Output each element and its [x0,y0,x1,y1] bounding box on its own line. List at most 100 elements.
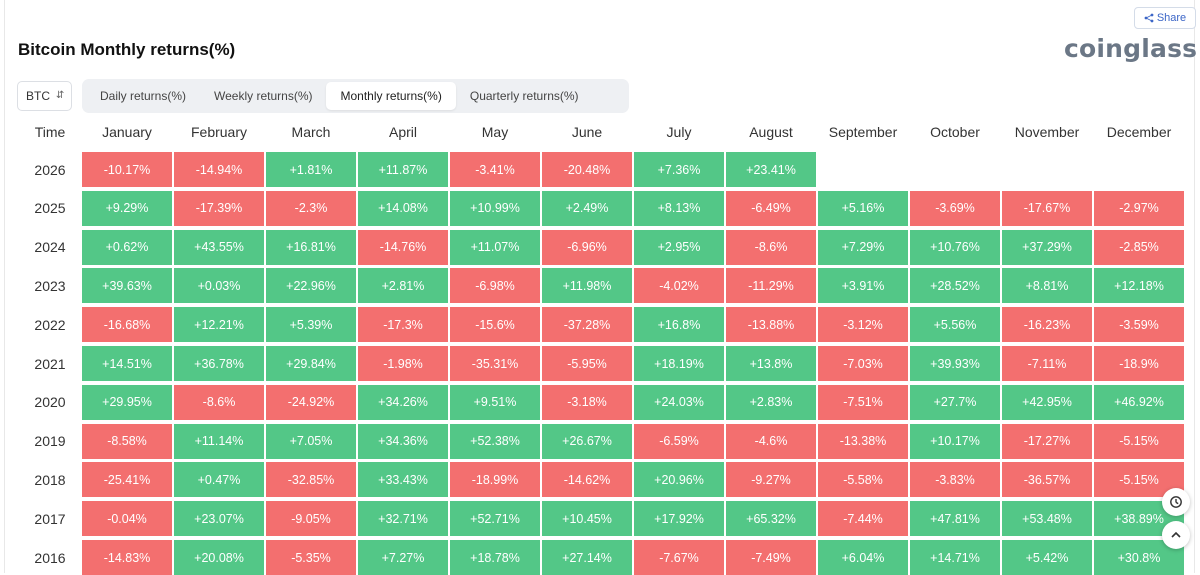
heatmap-cell: -14.62% [542,462,632,498]
heatmap-cell: +17.92% [634,501,724,537]
heatmap-cell: +5.16% [818,190,908,226]
heatmap-cell: -4.6% [726,423,816,459]
row-year-label: 2026 [34,161,66,178]
heatmap-cell: -10.17% [82,152,172,187]
heatmap-cell: -18.99% [450,462,540,498]
heatmap-cell: -4.02% [634,268,724,304]
heatmap-cell: +8.81% [1002,268,1092,304]
column-header-july: July [666,124,692,140]
history-icon [1170,496,1182,508]
heatmap-cell: -0.04% [82,501,172,537]
heatmap-cell: -18.9% [1094,346,1184,381]
tab-daily-returns[interactable]: Daily returns(%) [100,89,187,103]
heatmap-cell: +7.29% [818,229,908,265]
heatmap-cell: -36.57% [1002,462,1092,498]
heatmap-cell: +2.49% [542,190,632,226]
column-header-may: May [481,124,509,140]
column-header-september: September [828,124,898,140]
row-year-label: 2023 [34,277,66,294]
heatmap-cell: -16.68% [82,307,172,343]
heatmap-cell: +7.36% [634,152,724,187]
heatmap-cell: -7.67% [634,540,724,575]
heatmap-cell: +22.96% [266,268,356,304]
heatmap-cell: +10.76% [910,229,1000,265]
tab-monthly-returns[interactable]: Monthly returns(%) [326,82,456,110]
heatmap-cell: +34.26% [358,384,448,420]
row-year-label: 2025 [34,200,66,217]
share-icon [1144,13,1154,23]
column-header-december: December [1106,124,1172,140]
scroll-top-button[interactable] [1162,521,1190,549]
heatmap-cell: +52.38% [450,423,540,459]
heatmap-cell: +27.14% [542,540,632,575]
row-year-label: 2024 [34,239,66,256]
heatmap-cell: -5.35% [266,540,356,575]
heatmap-cell: -24.92% [266,384,356,420]
chart-card: Share [4,0,1196,573]
heatmap-cell: -16.23% [1002,307,1092,343]
heatmap-cell: +23.41% [726,152,816,187]
heatmap-cell: +2.83% [726,384,816,420]
coin-select-value: BTC [26,89,50,103]
tab-quarterly-returns[interactable]: Quarterly returns(%) [469,89,579,103]
heatmap-cell: -6.59% [634,423,724,459]
heatmap-cell: +7.27% [358,540,448,575]
history-button[interactable] [1162,488,1190,516]
heatmap-cell: -5.95% [542,346,632,381]
chevron-up-icon [1171,531,1181,538]
heatmap-cell: +11.87% [358,152,448,187]
heatmap-cell: +46.92% [1094,384,1184,420]
tab-weekly-returns[interactable]: Weekly returns(%) [214,89,313,103]
heatmap-cell: -6.98% [450,268,540,304]
heatmap-cell: -13.38% [818,423,908,459]
heatmap-cell: -37.28% [542,307,632,343]
heatmap-cell: +11.07% [450,229,540,265]
heatmap-cell: -11.29% [726,268,816,304]
heatmap-cell: +37.29% [1002,229,1092,265]
heatmap-cell: -8.58% [82,423,172,459]
column-header-time: Time [34,124,66,140]
row-year-label: 2022 [34,316,66,333]
column-header-august: August [749,124,793,140]
heatmap-cell: +13.8% [726,346,816,381]
heatmap-cell: +36.78% [174,346,264,381]
heatmap-cell: +1.81% [266,152,356,187]
heatmap-cell: +11.14% [174,423,264,459]
heatmap-cell: +2.81% [358,268,448,304]
heatmap-cell: -9.27% [726,462,816,498]
heatmap-cell: -2.3% [266,190,356,226]
row-year-label: 2020 [34,394,66,411]
heatmap-cell: -15.6% [450,307,540,343]
row-year-label: 2019 [34,433,66,450]
heatmap-cell: -3.18% [542,384,632,420]
heatmap-cell: -14.94% [174,152,264,187]
share-button[interactable]: Share [1134,7,1196,29]
heatmap-cell: -3.41% [450,152,540,187]
heatmap-cell: -8.6% [174,384,264,420]
heatmap-cell: +28.52% [910,268,1000,304]
heatmap-cell: -17.27% [1002,423,1092,459]
chevron-updown-icon: ⇵ [56,90,65,101]
heatmap-cell: +9.29% [82,190,172,226]
column-header-june: June [571,124,603,140]
page-title: Bitcoin Monthly returns(%) [18,40,236,59]
heatmap-cell: -1.98% [358,346,448,381]
row-year-label: 2021 [34,355,66,372]
heatmap-cell: -5.15% [1094,423,1184,459]
share-label: Share [1156,12,1187,24]
heatmap-cell: -17.67% [1002,190,1092,226]
heatmap-cell: -6.96% [542,229,632,265]
heatmap-cell: +14.51% [82,346,172,381]
heatmap-cell: +47.81% [910,501,1000,537]
row-year-label: 2017 [34,510,66,527]
heatmap-cell: +10.45% [542,501,632,537]
heatmap-cell: +10.17% [910,423,1000,459]
heatmap-cell: -32.85% [266,462,356,498]
column-header-november: November [1014,124,1080,140]
coin-select[interactable]: BTC ⇵ [17,81,72,111]
heatmap-cell: -7.49% [726,540,816,575]
heatmap-cell: -14.83% [82,540,172,575]
heatmap-cell: +20.96% [634,462,724,498]
heatmap-cell: +52.71% [450,501,540,537]
column-header-april: April [388,124,417,140]
